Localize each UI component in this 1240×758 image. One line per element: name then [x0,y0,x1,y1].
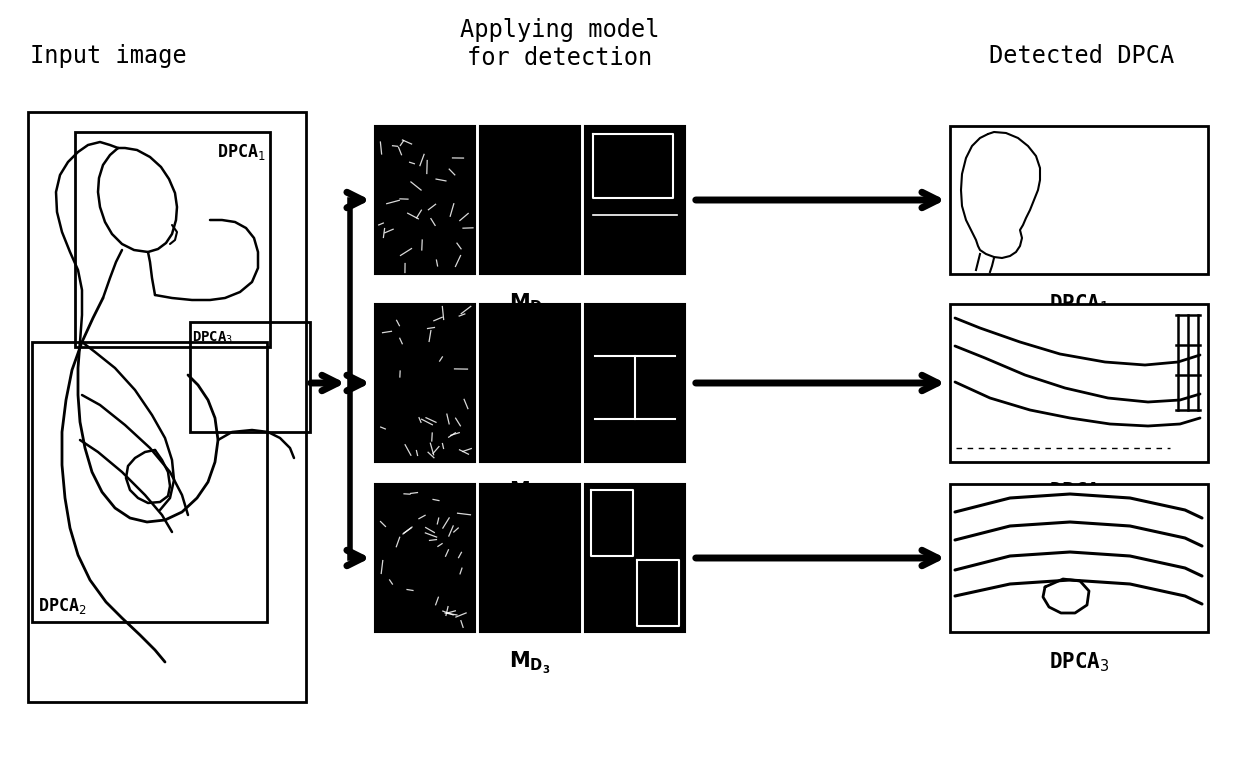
Text: $\mathbf{M_{D_1}}$: $\mathbf{M_{D_1}}$ [510,292,551,318]
Bar [585,304,684,462]
Bar [480,126,580,274]
Text: Applying model
for detection: Applying model for detection [460,18,660,70]
Bar [585,484,684,632]
Bar [190,322,310,432]
Bar [585,126,684,274]
Bar [950,484,1208,632]
Bar [374,126,475,274]
Bar [32,342,267,622]
Bar [950,126,1208,274]
Bar [480,304,580,462]
Bar [29,112,306,702]
Bar [480,304,580,462]
Bar [374,484,475,632]
Bar [374,126,475,274]
Text: $\mathbf{M_{D_3}}$: $\mathbf{M_{D_3}}$ [510,650,551,676]
Text: Input image: Input image [30,44,186,68]
Bar [585,126,684,274]
Text: DPCA$_1$: DPCA$_1$ [1049,292,1109,315]
Bar [74,132,270,347]
Bar [480,126,580,274]
Bar [480,484,580,632]
Bar [480,484,580,632]
Text: DPCA$_2$: DPCA$_2$ [38,596,87,616]
Bar [950,304,1208,462]
Text: DPCA$_2$: DPCA$_2$ [1049,480,1109,503]
Text: $\mathbf{M_{D_2}}$: $\mathbf{M_{D_2}}$ [510,480,551,506]
Bar [374,304,475,462]
Text: DPCA$_3$: DPCA$_3$ [192,330,233,346]
Bar [585,304,684,462]
Text: DPCA$_1$: DPCA$_1$ [217,142,267,162]
Bar [374,484,475,632]
Bar [585,484,684,632]
Bar [374,304,475,462]
Text: Detected DPCA: Detected DPCA [990,44,1174,68]
Text: DPCA$_3$: DPCA$_3$ [1049,650,1110,674]
